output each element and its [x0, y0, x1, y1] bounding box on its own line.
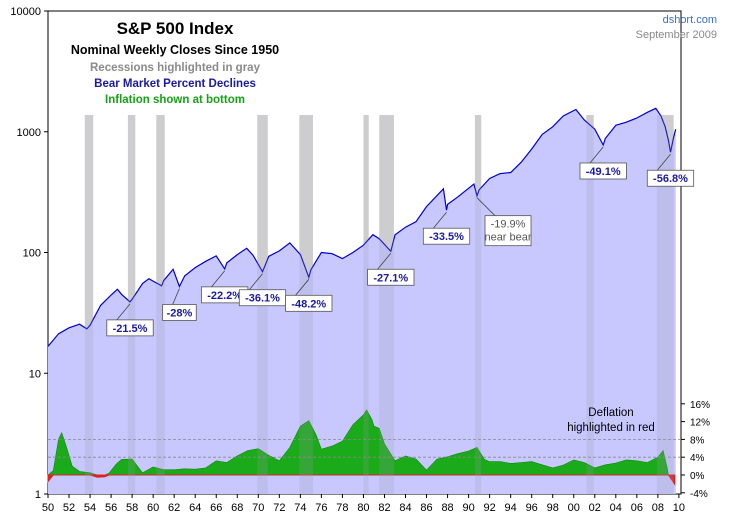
recession-overlay	[156, 115, 165, 494]
bear-label: -28%	[167, 307, 193, 319]
x-tick-label: 08	[652, 502, 664, 514]
recession-overlay	[656, 115, 674, 494]
y2-tick-label: 12%	[690, 418, 710, 429]
y-tick-label: 10	[29, 368, 41, 380]
x-tick-label: 56	[105, 502, 117, 514]
chart-subtitle: Nominal Weekly Closes Since 1950	[71, 43, 279, 57]
y-tick-label: 1	[35, 489, 41, 501]
recession-band	[84, 115, 94, 494]
inflation-note: Inflation shown at bottom	[105, 94, 245, 106]
recession-overlay	[586, 115, 594, 494]
y2-tick-label: 8%	[690, 435, 705, 446]
bear-note: Bear Market Percent Declines	[94, 78, 256, 90]
x-tick-label: 52	[63, 502, 75, 514]
x-tick-label: 88	[441, 502, 453, 514]
bear-label-box	[579, 162, 627, 180]
bear-label-box	[162, 304, 197, 321]
y2-tick-label: 4%	[690, 453, 705, 464]
bear-label: -33.5%	[429, 231, 464, 243]
x-tick-label: 90	[462, 502, 474, 514]
bear-label-box	[484, 215, 532, 247]
bear-label-box	[367, 268, 415, 286]
recession-overlay	[379, 115, 394, 494]
bear-label: -49.1%	[586, 166, 621, 178]
y-tick-label: 10000	[10, 6, 41, 18]
x-tick-label: 70	[252, 502, 264, 514]
y2-tick-label: -4%	[690, 489, 708, 500]
bear-leader	[433, 211, 447, 229]
bear-label: -21.5%	[113, 323, 148, 335]
bear-label: -22.2%	[207, 290, 242, 302]
x-tick-label: 00	[568, 502, 580, 514]
bear-leader	[211, 270, 225, 288]
y2-tick-label: 16%	[690, 400, 710, 411]
bear-label-box	[646, 169, 695, 187]
bear-leader	[295, 279, 310, 296]
bear-leader	[476, 197, 496, 216]
x-tick-label: 06	[631, 502, 643, 514]
x-tick-label: 80	[357, 502, 369, 514]
x-tick-label: 10	[673, 502, 685, 514]
x-tick-label: 96	[526, 502, 538, 514]
chart-title: S&P 500 Index	[117, 19, 234, 38]
bear-label-box	[422, 227, 471, 245]
x-tick-label: 66	[210, 502, 222, 514]
y2-tick-label: 0%	[690, 471, 705, 482]
recession-overlay	[474, 115, 482, 494]
x-tick-label: 72	[273, 502, 285, 514]
price-area	[48, 108, 676, 495]
x-tick-label: 64	[189, 502, 201, 514]
bear-leader	[172, 288, 180, 305]
bear-leader	[116, 303, 131, 321]
deflation-label-line2: highlighted in red	[567, 422, 655, 434]
x-tick-label: 74	[294, 502, 306, 514]
x-tick-label: 86	[420, 502, 432, 514]
recession-note: Recessions highlighted in gray	[90, 62, 261, 74]
recession-overlay	[84, 115, 94, 494]
x-tick-label: 98	[547, 502, 559, 514]
x-tick-label: 60	[147, 502, 159, 514]
bear-leader	[656, 153, 671, 171]
bear-leader	[377, 253, 392, 270]
date-label: September 2009	[636, 29, 717, 41]
deflation-label-line1: Deflation	[588, 407, 633, 419]
bear-leader	[589, 146, 604, 164]
bear-label: -19.9%	[491, 219, 526, 231]
x-tick-label: 94	[505, 502, 517, 514]
x-tick-label: 62	[168, 502, 180, 514]
bear-label: -27.1%	[373, 272, 408, 284]
x-tick-label: 68	[231, 502, 243, 514]
x-tick-label: 04	[610, 502, 622, 514]
recession-overlay	[363, 115, 369, 494]
bear-leader	[248, 273, 263, 290]
x-tick-label: 92	[484, 502, 496, 514]
x-tick-label: 82	[378, 502, 390, 514]
bear-label: -36.1%	[245, 293, 280, 305]
x-tick-label: 02	[589, 502, 601, 514]
recession-overlay	[127, 115, 136, 494]
deflation-area	[47, 474, 676, 486]
bear-label-box	[285, 294, 333, 312]
x-tick-label: 58	[126, 502, 138, 514]
bear-label-box	[106, 319, 154, 337]
bear-label: -48.2%	[291, 298, 326, 310]
source-label: dshort.com	[663, 14, 717, 26]
x-tick-label: 50	[42, 502, 54, 514]
x-tick-label: 76	[315, 502, 327, 514]
x-tick-label: 84	[399, 502, 411, 514]
price-line	[47, 107, 677, 347]
inflation-area	[47, 409, 675, 476]
bear-label-sub: near bear	[484, 232, 531, 244]
y-tick-label: 100	[23, 248, 41, 260]
x-tick-label: 78	[336, 502, 348, 514]
bear-label: -56.8%	[653, 173, 688, 185]
y-tick-label: 1000	[17, 127, 41, 139]
x-tick-label: 54	[84, 502, 96, 514]
